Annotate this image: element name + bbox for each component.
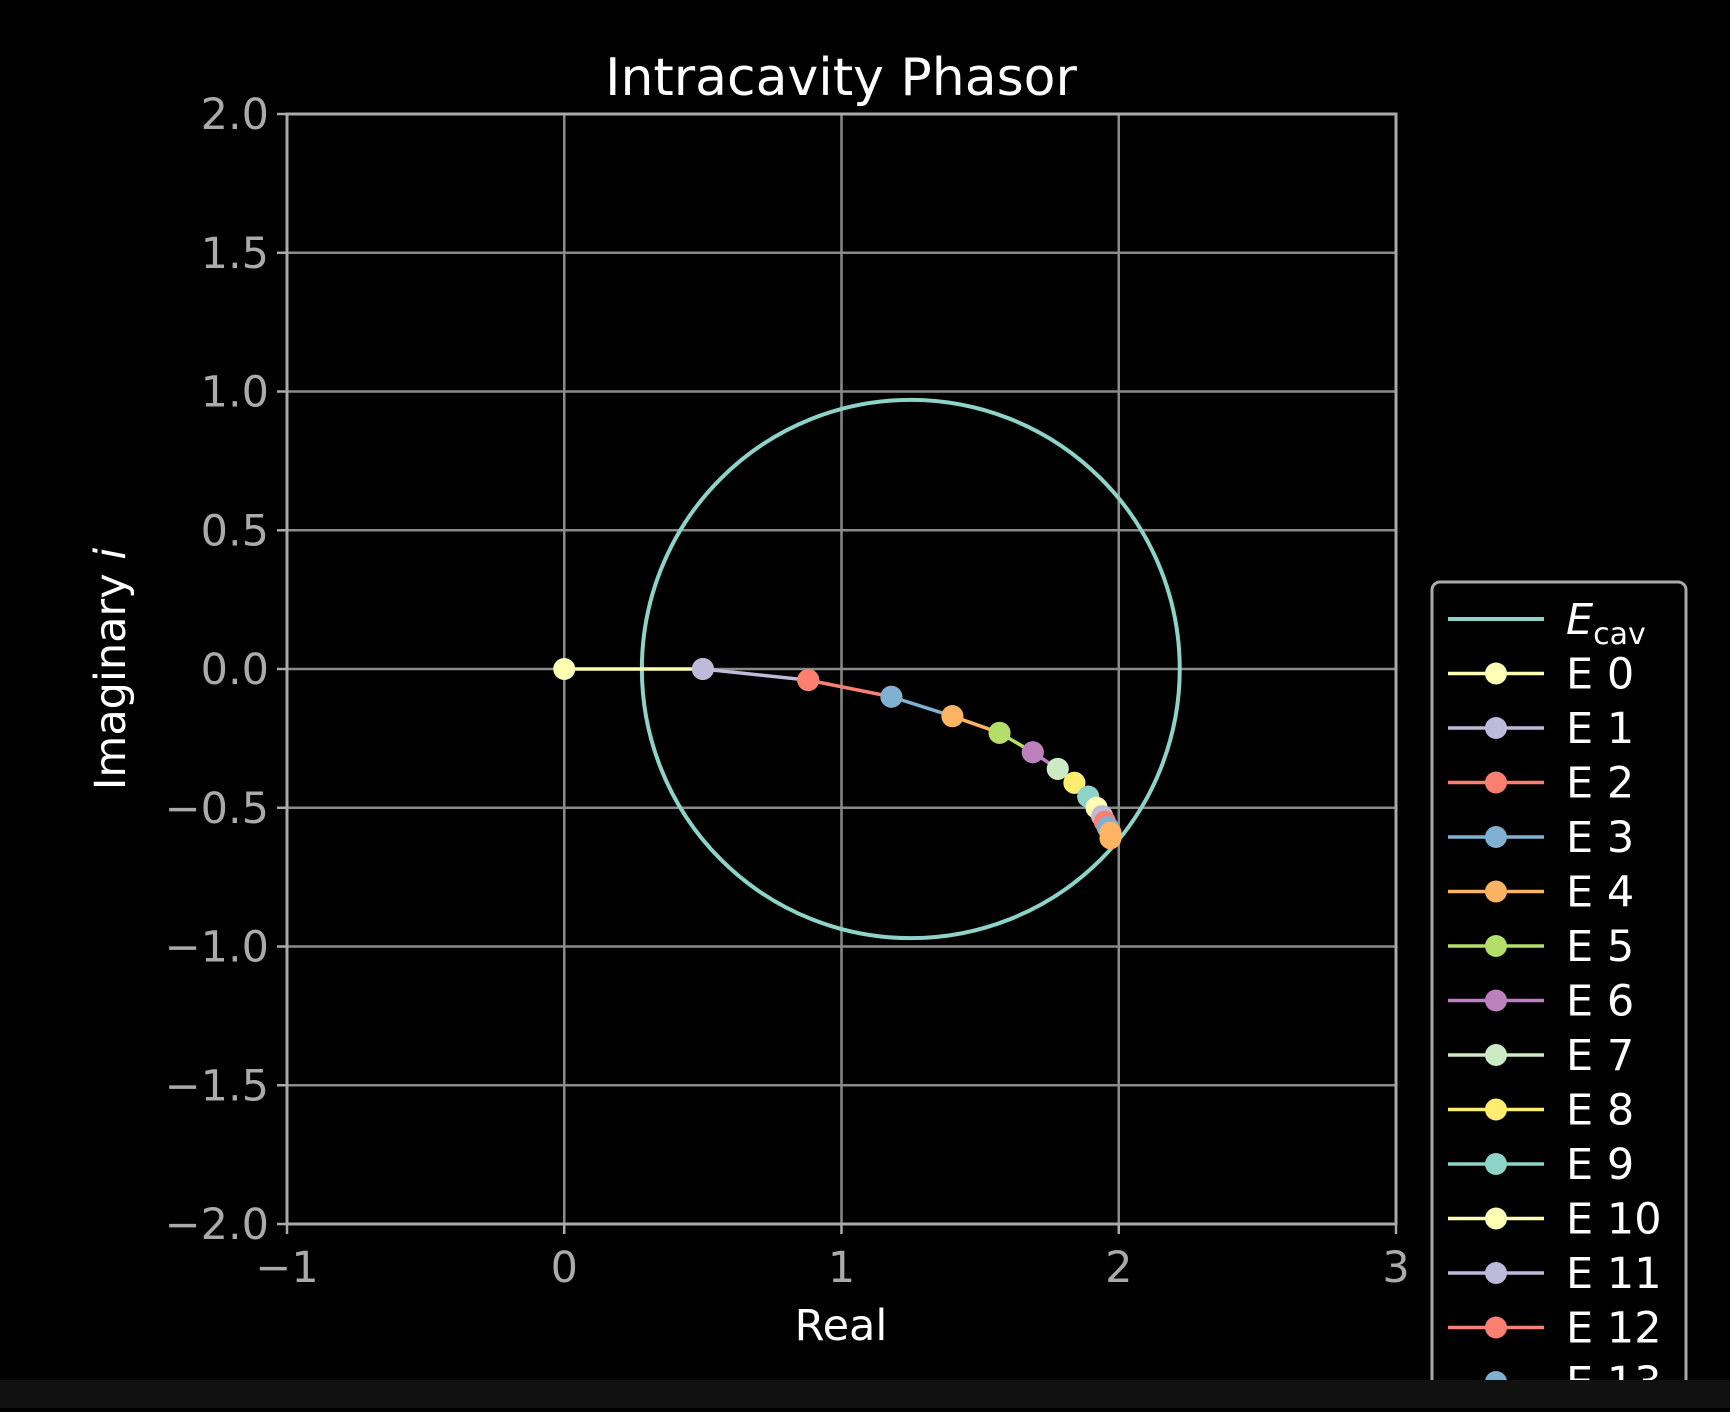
series-point <box>1099 827 1122 850</box>
legend-swatch-marker <box>1485 826 1507 848</box>
series-point <box>1021 741 1044 764</box>
legend-label: E 0 <box>1566 650 1634 700</box>
legend-label: E 1 <box>1566 704 1634 754</box>
legend-swatch-marker <box>1485 662 1507 685</box>
y-axis-label: Imaginary i <box>86 548 136 791</box>
legend-swatch-marker <box>1485 1207 1507 1230</box>
x-tick-label: 0 <box>551 1243 578 1293</box>
bottom-strip <box>0 1380 1730 1408</box>
legend-label: E 7 <box>1566 1031 1634 1081</box>
grid <box>285 112 1398 1226</box>
chart-title: Intracavity Phasor <box>605 48 1077 108</box>
y-tick-label: 0.0 <box>201 645 269 695</box>
x-tick-label: 2 <box>1105 1243 1132 1293</box>
series-point <box>880 685 903 708</box>
legend-swatch-marker <box>1485 935 1507 957</box>
legend-label: E 11 <box>1566 1249 1662 1299</box>
y-tick-label: −0.5 <box>165 784 269 834</box>
x-axis-label: Real <box>795 1301 888 1351</box>
series-line <box>807 678 892 699</box>
y-axis-label-italic: i <box>86 548 136 560</box>
legend-label: E 3 <box>1566 813 1634 863</box>
legend-label: E 13 <box>1566 1358 1662 1408</box>
series-line <box>702 667 809 682</box>
legend-swatch-marker <box>1485 989 1507 1012</box>
y-tick-label: 0.5 <box>201 506 269 556</box>
legend-swatch-marker <box>1485 717 1507 739</box>
legend-label: E 6 <box>1566 977 1634 1027</box>
legend-label: E 5 <box>1566 922 1634 972</box>
y-tick-label: −1.0 <box>165 923 269 973</box>
legend-label: E 12 <box>1566 1304 1662 1354</box>
series-point <box>797 669 820 692</box>
legend-swatch-marker <box>1485 1371 1507 1380</box>
legend-swatch-marker <box>1485 771 1507 794</box>
legend-swatch-marker <box>1485 1044 1507 1066</box>
legend-swatch-marker <box>1485 880 1507 903</box>
y-tick-label: 1.5 <box>201 229 269 279</box>
y-tick-label: 2.0 <box>201 90 269 140</box>
legend-label: E 10 <box>1566 1195 1662 1245</box>
legend-swatch-marker <box>1485 1316 1507 1339</box>
x-tick-label: 1 <box>828 1243 855 1293</box>
legend-label: E 9 <box>1566 1140 1634 1190</box>
series-point <box>691 658 714 680</box>
series-point <box>941 705 964 728</box>
legend-swatch-marker <box>1485 1153 1507 1175</box>
legend-label: E 2 <box>1566 759 1634 809</box>
series-point <box>988 721 1011 744</box>
series-layer <box>553 658 1122 850</box>
y-axis-label-text: Imaginary <box>86 560 136 791</box>
legend-label: E 8 <box>1566 1086 1634 1136</box>
series-point <box>1063 771 1086 794</box>
legend-swatch-marker <box>1485 1262 1507 1284</box>
ticks: −1 0 1 2 3 2.0 1.5 1.0 0.5 0.0 −0.5 −1.0 −1.5 −2.0 <box>165 90 1410 1293</box>
x-tick-label: 3 <box>1382 1243 1409 1293</box>
legend-label-ecav: Ecav <box>1566 595 1646 652</box>
series-point <box>1046 757 1069 780</box>
x-tick-label: −1 <box>255 1243 318 1293</box>
y-tick-label: −1.5 <box>165 1061 269 1111</box>
y-tick-label: 1.0 <box>201 368 269 418</box>
legend-swatch-marker <box>1485 1098 1507 1121</box>
y-tick-label: −2.0 <box>165 1200 269 1250</box>
series-point <box>553 658 576 680</box>
legend-label: E 4 <box>1566 868 1634 918</box>
